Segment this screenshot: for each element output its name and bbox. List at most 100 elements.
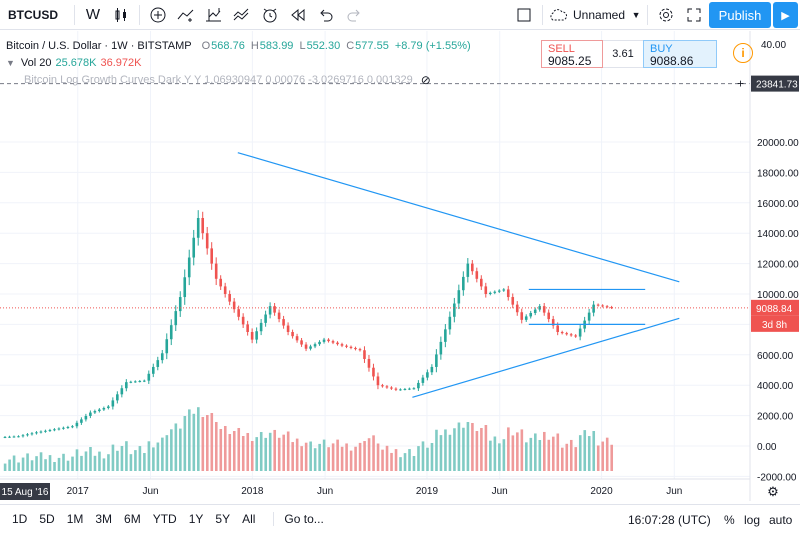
candle-body (538, 306, 542, 310)
candle-body (62, 427, 65, 429)
candle-body (439, 341, 443, 355)
add-indicator-icon[interactable] (144, 0, 172, 30)
volume-bar (358, 442, 362, 471)
play-icon[interactable]: ▶ (773, 2, 798, 28)
toolbar-divider (647, 5, 649, 25)
toolbar-divider (139, 4, 140, 25)
candle-body (89, 412, 92, 416)
range-1m[interactable]: 1M (66, 512, 84, 526)
top-marker-badge (751, 75, 799, 92)
range-3m[interactable]: 3M (95, 512, 113, 526)
range-1y[interactable]: 1Y (188, 512, 204, 526)
range-1d[interactable]: 1D (12, 512, 28, 526)
volume-bar (493, 436, 497, 471)
volume-bar (116, 450, 119, 471)
chevron-down-icon[interactable]: ▼ (631, 10, 641, 20)
volume-bar (596, 445, 600, 471)
chevron-down-icon[interactable]: ▼ (6, 58, 15, 68)
candle-body (291, 332, 294, 337)
auto-toggle[interactable]: auto (769, 513, 793, 527)
indicators-icon[interactable] (200, 0, 228, 30)
candle-body (142, 380, 146, 382)
volume-bar (161, 437, 164, 471)
settings-icon[interactable] (652, 0, 680, 30)
candles-icon[interactable] (107, 0, 135, 30)
volume-bar (565, 443, 569, 471)
fullscreen-icon[interactable] (680, 0, 708, 30)
cloud-icon[interactable] (547, 0, 569, 30)
interval-button[interactable]: W (85, 6, 101, 23)
volume-bar (601, 441, 605, 471)
candle-body (192, 237, 196, 258)
legend-title[interactable]: Bitcoin / U.S. Dollar · 1W · BITSTAMP (6, 40, 192, 52)
candle-body (349, 346, 353, 348)
volume-bar (462, 427, 465, 471)
hidden-eye-icon[interactable]: ⊘ (420, 73, 431, 87)
candle-body (484, 286, 488, 294)
info-warning-icon[interactable]: i (733, 43, 753, 63)
percent-toggle[interactable]: % (724, 513, 735, 527)
replay-icon[interactable] (284, 0, 312, 30)
price-tick-label: 0.00 (757, 442, 777, 453)
trendline (237, 152, 680, 283)
volume-bar (529, 437, 533, 471)
sell-button[interactable]: SELL 9085.25 (541, 40, 603, 68)
candle-body (120, 388, 124, 395)
volume-bar (170, 429, 173, 471)
range-6m[interactable]: 6M (124, 512, 141, 526)
volume-bar (53, 462, 56, 471)
candle-body (390, 387, 393, 389)
layout-icon[interactable] (510, 0, 538, 30)
goto-button[interactable]: Go to... (273, 512, 324, 526)
clock-display[interactable]: 16:07:28 (UTC) (628, 513, 711, 527)
undo-icon[interactable] (312, 0, 340, 30)
buy-button[interactable]: BUY 9088.86 (643, 40, 717, 68)
range-ytd[interactable]: YTD (152, 512, 177, 526)
range-all[interactable]: All (242, 512, 256, 526)
time-tick-label: Jun (317, 486, 333, 497)
legend-close: C577.55 (346, 38, 389, 55)
volume-bar (246, 433, 250, 471)
range-5y[interactable]: 5Y (215, 512, 231, 526)
time-axis[interactable]: 2017 Jun 2018 Jun 2019 Jun 2020 Jun 15 Aug '16 ⚙ (0, 478, 779, 500)
compare-icon[interactable] (172, 0, 200, 30)
study-label[interactable]: Bitcoin Log Growth Curves Dark Y Y 1.069… (24, 74, 413, 86)
volume-bar (268, 432, 272, 471)
volume-bar (511, 435, 515, 471)
redo-icon[interactable] (340, 0, 368, 30)
volume-bar (403, 453, 407, 471)
volume-bar (421, 441, 425, 471)
candle-body (497, 290, 501, 292)
price-tick-label: 14000.00 (757, 229, 799, 240)
candle-body (340, 344, 344, 346)
candle-body (502, 289, 506, 291)
candle-body (165, 339, 169, 354)
publish-button[interactable]: Publish (709, 2, 771, 28)
candle-body (151, 366, 155, 374)
volume-bar (534, 433, 537, 471)
price-axis[interactable]: 20000.00 18000.00 16000.00 14000.00 12000.00… (737, 31, 799, 501)
volume-bar (516, 432, 519, 471)
layout-name-button[interactable]: Unnamed (573, 8, 626, 22)
candle-body (93, 411, 97, 413)
volume-bar (3, 463, 7, 471)
volume-bar (376, 443, 380, 471)
volume-bar (408, 449, 411, 471)
candle-body (259, 322, 263, 332)
toolbar-divider (74, 4, 75, 25)
volume-bar (282, 434, 285, 471)
alert-icon[interactable] (256, 0, 284, 30)
volume-bars (3, 407, 614, 471)
volume-bar (134, 450, 137, 471)
symbol-search-button[interactable]: BTCUSD (8, 7, 58, 22)
price-chart[interactable]: 20000.00 18000.00 16000.00 14000.00 12000.00… (0, 31, 800, 501)
volume-bar (210, 413, 214, 471)
volume-bar (30, 460, 34, 471)
range-5d[interactable]: 5D (39, 512, 55, 526)
candle-body (241, 316, 245, 325)
templates-icon[interactable] (228, 0, 256, 30)
chart-area[interactable]: 20000.00 18000.00 16000.00 14000.00 12000.00… (0, 31, 800, 501)
candle-body (542, 306, 546, 313)
log-toggle[interactable]: log (744, 513, 761, 527)
volume-label[interactable]: Vol 20 (20, 57, 52, 69)
